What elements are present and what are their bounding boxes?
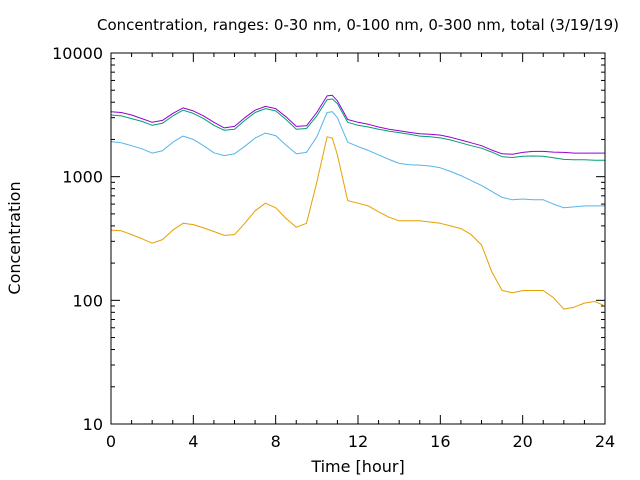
series-line-3 xyxy=(110,98,605,161)
x-tick-label: 24 xyxy=(595,432,615,451)
series-line-2 xyxy=(110,111,605,209)
plot-frame xyxy=(110,52,606,425)
y-tick-label: 1000 xyxy=(62,168,103,187)
x-tick-label: 16 xyxy=(430,432,450,451)
x-tick-label: 12 xyxy=(348,432,368,451)
series-line-4 xyxy=(110,94,605,155)
plot-series xyxy=(110,94,606,310)
y-tick-label: 10 xyxy=(83,415,103,434)
x-tick-label: 8 xyxy=(271,432,281,451)
x-tick-label: 4 xyxy=(188,432,198,451)
y-axis-title: Concentration xyxy=(5,181,24,294)
series-line-1 xyxy=(110,136,606,310)
chart-title: Concentration, ranges: 0-30 nm, 0-100 nm… xyxy=(97,16,619,34)
axis-ticks: 0 4 8 12 16 20 24 10 100 1000 10000 xyxy=(52,44,615,451)
x-tick-label: 0 xyxy=(106,432,116,451)
y-tick-label: 10000 xyxy=(52,44,103,63)
x-axis-title: Time [hour] xyxy=(310,457,404,476)
y-tick-label: 100 xyxy=(72,291,103,310)
x-tick-label: 20 xyxy=(512,432,532,451)
